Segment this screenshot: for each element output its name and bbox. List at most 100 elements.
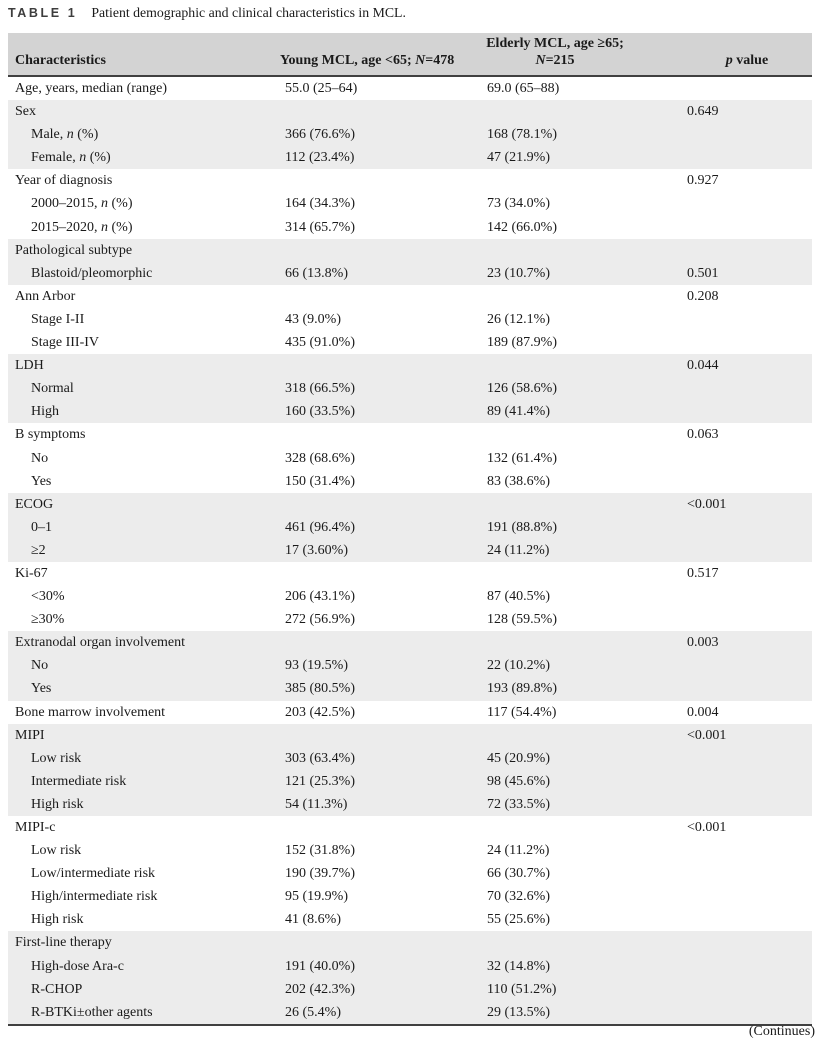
elderly-mcl-cell: 24 (11.2%) bbox=[487, 843, 550, 859]
characteristic-cell: MIPI bbox=[8, 723, 280, 747]
p-value-cell bbox=[682, 192, 812, 215]
table-row: Yes 385 (80.5%) 193 (89.8%) bbox=[8, 677, 812, 701]
table-row: ≥2 17 (3.60%) 24 (11.2%) bbox=[8, 538, 812, 562]
p-header-value: value bbox=[732, 52, 769, 68]
p-value-cell bbox=[682, 908, 812, 931]
elderly-mcl-cell bbox=[482, 723, 682, 747]
young-mcl-cell: 366 (76.6%) bbox=[280, 123, 482, 147]
p-value-cell bbox=[682, 238, 812, 262]
table-row: R-CHOP 202 (42.3%) 110 (51.2%) bbox=[8, 977, 812, 1001]
characteristic-cell: Sex bbox=[8, 100, 280, 124]
table-row: <30% 206 (43.1%) 87 (40.5%) bbox=[8, 585, 812, 608]
elderly-mcl-cell bbox=[482, 169, 682, 192]
young-mcl-cell: 190 (39.7%) bbox=[285, 866, 355, 882]
table-header: Characteristics Young MCL, age <65; N=47… bbox=[8, 33, 812, 77]
young-mcl-cell: 318 (66.5%) bbox=[280, 377, 482, 401]
characteristic-cell: Yes bbox=[31, 473, 52, 489]
table-row: Normal 318 (66.5%) 126 (58.6%) bbox=[8, 377, 812, 401]
p-value-cell bbox=[682, 977, 812, 1001]
characteristic-cell: 2015–2020, n (%) bbox=[31, 219, 133, 235]
characteristic-cell: MIPI-c bbox=[15, 820, 56, 835]
table-row: MIPI <0.001 bbox=[8, 723, 812, 747]
elderly-header-line2: N=215 bbox=[482, 53, 628, 70]
elderly-mcl-cell: 128 (59.5%) bbox=[487, 612, 557, 628]
young-mcl-cell: 43 (9.0%) bbox=[285, 311, 341, 327]
characteristic-cell: Yes bbox=[8, 677, 280, 701]
elderly-header-n: N bbox=[535, 52, 546, 68]
young-mcl-cell: 41 (8.6%) bbox=[285, 912, 341, 928]
young-mcl-cell: 17 (3.60%) bbox=[280, 538, 482, 562]
characteristic-cell: Stage I-II bbox=[31, 311, 85, 327]
characteristic-cell: High-dose Ara-c bbox=[8, 954, 280, 978]
table-row: Stage I-II 43 (9.0%) 26 (12.1%) bbox=[8, 308, 812, 331]
p-value-cell bbox=[682, 954, 812, 978]
table-row: LDH 0.044 bbox=[8, 354, 812, 378]
young-mcl-cell bbox=[280, 354, 482, 378]
elderly-mcl-cell bbox=[482, 816, 682, 839]
table-row: Sex 0.649 bbox=[8, 100, 812, 124]
characteristic-cell: Male, n (%) bbox=[8, 123, 280, 147]
p-value-cell bbox=[682, 769, 812, 793]
table-row: 0–1 461 (96.4%) 191 (88.8%) bbox=[8, 515, 812, 539]
young-mcl-cell: 314 (65.7%) bbox=[285, 219, 355, 235]
table-row: Pathological subtype bbox=[8, 238, 812, 262]
elderly-mcl-cell: 98 (45.6%) bbox=[482, 769, 682, 793]
elderly-mcl-cell: 24 (11.2%) bbox=[482, 538, 682, 562]
p-value-cell bbox=[682, 76, 812, 100]
p-value-cell bbox=[682, 885, 812, 908]
young-mcl-cell: 206 (43.1%) bbox=[285, 589, 355, 605]
young-mcl-cell bbox=[280, 423, 482, 446]
p-value-cell: 0.003 bbox=[682, 631, 812, 655]
characteristic-cell: Ki-67 bbox=[15, 565, 48, 581]
young-mcl-cell: 121 (25.3%) bbox=[280, 769, 482, 793]
p-value-cell bbox=[682, 654, 812, 678]
characteristic-cell: 0–1 bbox=[8, 515, 280, 539]
table-row: Intermediate risk 121 (25.3%) 98 (45.6%) bbox=[8, 769, 812, 793]
p-value-cell: 0.208 bbox=[687, 288, 719, 304]
elderly-mcl-cell: 26 (12.1%) bbox=[487, 311, 550, 327]
elderly-mcl-cell: 55 (25.6%) bbox=[487, 912, 550, 928]
elderly-header-count: =215 bbox=[545, 52, 575, 68]
elderly-mcl-cell: 117 (54.4%) bbox=[487, 704, 557, 720]
young-mcl-cell: 26 (5.4%) bbox=[280, 1000, 482, 1026]
characteristic-cell: B symptoms bbox=[15, 427, 86, 443]
table-row: High 160 (33.5%) 89 (41.4%) bbox=[8, 400, 812, 424]
young-mcl-cell: 303 (63.4%) bbox=[280, 746, 482, 770]
elderly-mcl-cell: 72 (33.5%) bbox=[482, 792, 682, 816]
table-row: No 93 (19.5%) 22 (10.2%) bbox=[8, 654, 812, 678]
young-mcl-cell bbox=[280, 492, 482, 516]
characteristic-cell: Intermediate risk bbox=[8, 769, 280, 793]
elderly-mcl-cell: 87 (40.5%) bbox=[487, 589, 550, 605]
characteristic-cell: Age, years, median (range) bbox=[15, 81, 167, 96]
elderly-mcl-cell: 189 (87.9%) bbox=[487, 335, 557, 351]
continues-note: (Continues) bbox=[748, 1024, 815, 1039]
young-mcl-cell: 160 (33.5%) bbox=[280, 400, 482, 424]
elderly-mcl-cell: 132 (61.4%) bbox=[487, 450, 557, 466]
characteristic-cell: 2000–2015, n (%) bbox=[31, 196, 133, 212]
column-header-p-value: p value bbox=[682, 33, 812, 77]
p-value-cell: 0.501 bbox=[682, 261, 812, 285]
elderly-mcl-cell: 69.0 (65–88) bbox=[487, 81, 560, 96]
characteristic-cell: LDH bbox=[8, 354, 280, 378]
characteristic-cell: High/intermediate risk bbox=[31, 889, 158, 905]
table-row: High risk 54 (11.3%) 72 (33.5%) bbox=[8, 792, 812, 816]
table-row: Low/intermediate risk 190 (39.7%) 66 (30.7… bbox=[8, 862, 812, 885]
elderly-mcl-cell bbox=[482, 631, 682, 655]
elderly-mcl-cell: 32 (14.8%) bbox=[482, 954, 682, 978]
characteristic-cell: No bbox=[31, 450, 49, 466]
p-value-cell bbox=[682, 585, 812, 608]
characteristic-cell: High risk bbox=[8, 792, 280, 816]
characteristic-cell: ECOG bbox=[8, 492, 280, 516]
header-row: Characteristics Young MCL, age <65; N=47… bbox=[8, 33, 812, 77]
young-mcl-cell bbox=[280, 285, 482, 308]
table-row: Year of diagnosis 0.927 bbox=[8, 169, 812, 192]
elderly-mcl-cell: 73 (34.0%) bbox=[487, 196, 550, 212]
p-header-p: p bbox=[725, 52, 733, 68]
column-header-young-mcl: Young MCL, age <65; N=478 bbox=[280, 33, 482, 77]
p-value-cell bbox=[682, 746, 812, 770]
young-mcl-cell bbox=[280, 562, 482, 585]
young-mcl-cell bbox=[280, 931, 482, 955]
young-mcl-cell: 95 (19.9%) bbox=[285, 889, 348, 905]
characteristic-cell: High bbox=[8, 400, 280, 424]
table-caption: Patient demographic and clinical charact… bbox=[91, 5, 406, 20]
